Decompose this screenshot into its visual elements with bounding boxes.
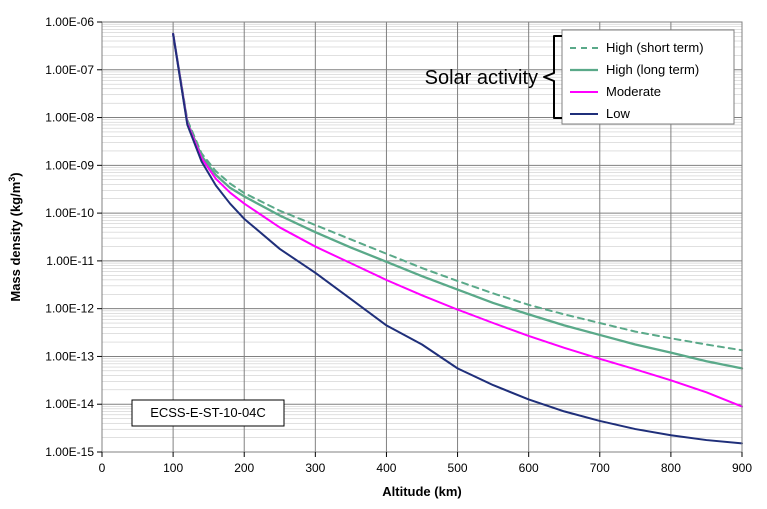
y-axis-title: Mass density (kg/m3)	[7, 172, 23, 301]
x-tick-label: 500	[448, 461, 468, 475]
legend-title: Solar activity	[425, 67, 538, 89]
y-tick-label: 1.00E-08	[45, 111, 94, 125]
x-tick-label: 800	[661, 461, 681, 475]
x-tick-label: 0	[99, 461, 106, 475]
x-tick-label: 600	[519, 461, 539, 475]
x-tick-label: 300	[305, 461, 325, 475]
y-tick-label: 1.00E-09	[45, 158, 94, 172]
x-tick-label: 400	[376, 461, 396, 475]
y-tick-label: 1.00E-06	[45, 15, 94, 29]
y-tick-label: 1.00E-14	[45, 397, 94, 411]
annotation-text: ECSS-E-ST-10-04C	[150, 405, 266, 420]
x-tick-label: 100	[163, 461, 183, 475]
y-tick-label: 1.00E-13	[45, 349, 94, 363]
x-tick-label: 900	[732, 461, 752, 475]
y-tick-label: 1.00E-15	[45, 445, 94, 459]
y-tick-label: 1.00E-07	[45, 63, 94, 77]
y-tick-label: 1.00E-10	[45, 206, 94, 220]
y-tick-label: 1.00E-11	[46, 254, 94, 268]
legend-label: Low	[606, 106, 630, 121]
legend-label: High (short term)	[606, 40, 704, 55]
chart-root: 0 100 200 300 400 500 600 700 800 900 1.00E-15 1.00…	[0, 0, 767, 509]
legend-label: High (long term)	[606, 62, 699, 77]
x-axis-title: Altitude (km)	[382, 484, 461, 499]
legend-label: Moderate	[606, 84, 661, 99]
y-tick-label: 1.00E-12	[45, 302, 94, 316]
x-tick-label: 200	[234, 461, 254, 475]
x-tick-label: 700	[590, 461, 610, 475]
